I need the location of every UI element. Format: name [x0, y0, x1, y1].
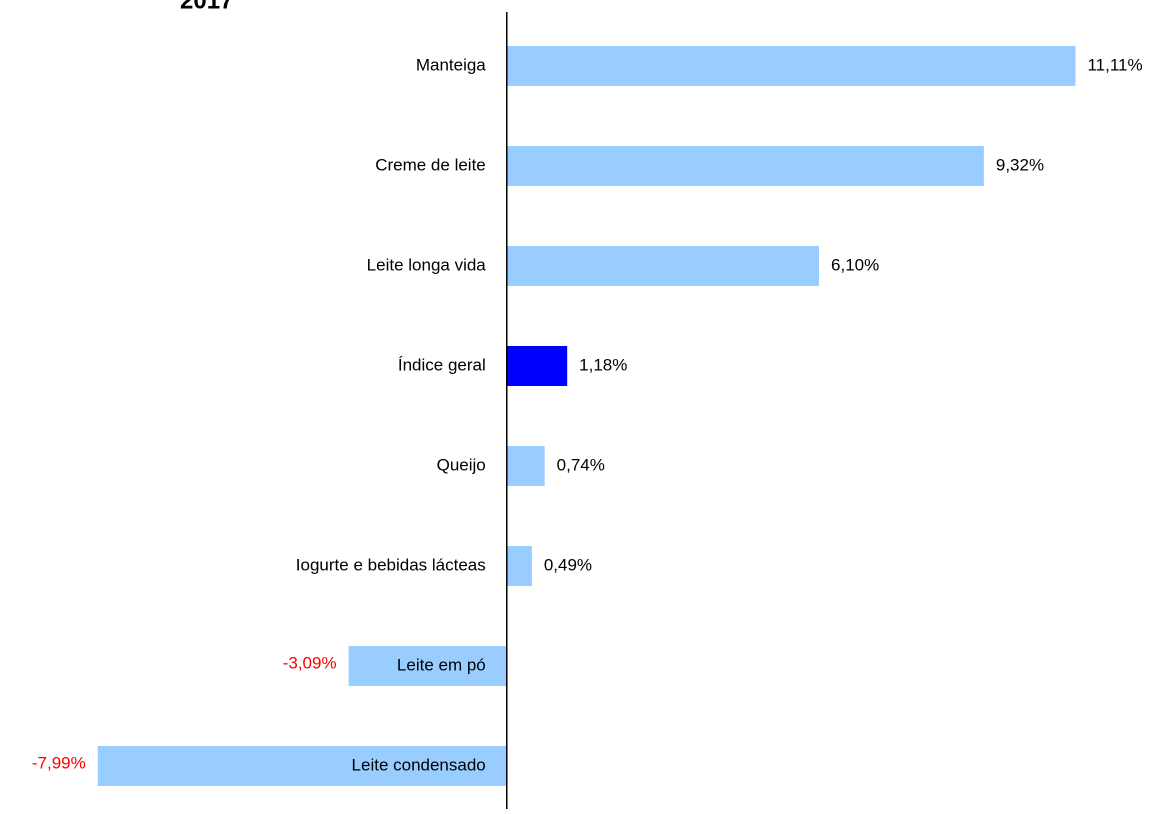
category-label: Queijo: [437, 455, 486, 474]
value-label: -3,09%: [283, 653, 337, 672]
bar: [506, 446, 545, 486]
category-label: Leite longa vida: [367, 255, 487, 274]
value-label: 11,11%: [1087, 55, 1142, 74]
value-label: 0,74%: [557, 455, 605, 474]
value-label: 9,32%: [996, 155, 1044, 174]
category-label: Iogurte e bebidas lácteas: [296, 555, 486, 574]
value-label: 6,10%: [831, 255, 879, 274]
bar: [97, 746, 507, 786]
category-label: Índice geral: [398, 355, 486, 374]
bar: [506, 546, 532, 586]
bar: [506, 346, 568, 386]
category-label: Creme de leite: [375, 155, 486, 174]
category-label: Leite em pó: [397, 655, 486, 674]
value-label: 0,49%: [544, 555, 592, 574]
value-label: 1,18%: [579, 355, 627, 374]
bar: [506, 246, 820, 286]
chart-title: 2017: [180, 0, 233, 14]
category-label: Leite condensado: [352, 755, 486, 774]
bar: [506, 46, 1076, 86]
category-label: Manteiga: [416, 55, 486, 74]
bar: [506, 146, 984, 186]
value-label: -7,99%: [32, 753, 86, 772]
bar: [348, 646, 507, 686]
